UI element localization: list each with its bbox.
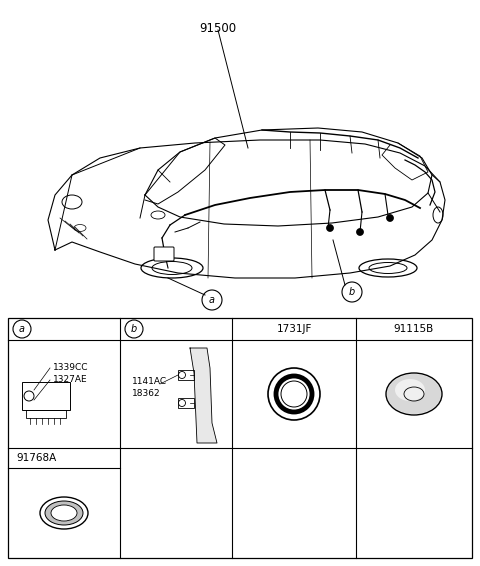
Text: b: b bbox=[349, 287, 355, 297]
Text: 1327AE: 1327AE bbox=[53, 375, 88, 384]
Text: 18362: 18362 bbox=[132, 389, 161, 398]
Ellipse shape bbox=[51, 505, 77, 521]
FancyBboxPatch shape bbox=[154, 247, 174, 261]
Text: 1141AC: 1141AC bbox=[132, 378, 167, 387]
Bar bbox=[178, 370, 194, 380]
Bar bbox=[26, 410, 66, 418]
Text: b: b bbox=[131, 324, 137, 334]
Circle shape bbox=[281, 381, 307, 407]
Text: 1339CC: 1339CC bbox=[53, 363, 88, 372]
Text: a: a bbox=[19, 324, 25, 334]
Ellipse shape bbox=[395, 379, 425, 401]
Bar bbox=[8, 318, 472, 558]
Bar bbox=[22, 382, 70, 410]
Ellipse shape bbox=[45, 501, 83, 525]
Text: 1731JF: 1731JF bbox=[276, 324, 312, 334]
Ellipse shape bbox=[387, 374, 441, 414]
Text: 91115B: 91115B bbox=[394, 324, 434, 334]
Circle shape bbox=[386, 215, 394, 221]
Polygon shape bbox=[190, 348, 217, 443]
Circle shape bbox=[326, 225, 334, 231]
Text: a: a bbox=[209, 295, 215, 305]
Text: 91500: 91500 bbox=[199, 22, 237, 35]
Circle shape bbox=[357, 229, 363, 235]
Bar bbox=[178, 398, 194, 408]
Text: 91768A: 91768A bbox=[16, 453, 56, 463]
